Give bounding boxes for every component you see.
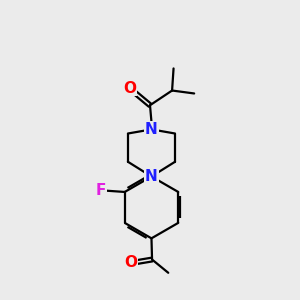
Text: N: N <box>145 122 158 137</box>
Text: F: F <box>96 183 106 198</box>
Text: O: O <box>123 81 136 96</box>
Text: N: N <box>145 169 158 184</box>
Text: O: O <box>124 255 137 270</box>
